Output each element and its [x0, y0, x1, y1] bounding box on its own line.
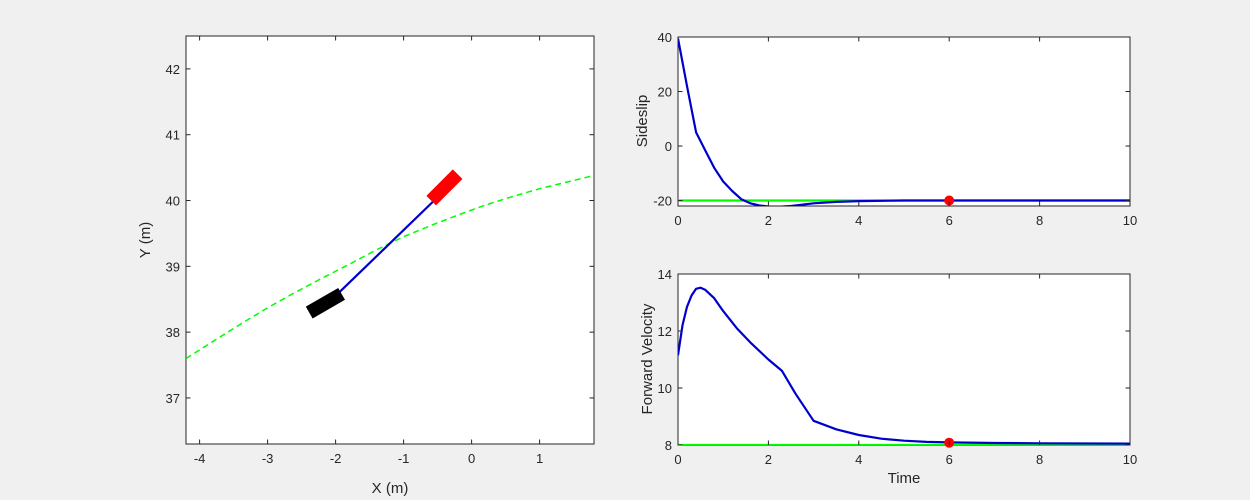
velocity-y-axis-label: Forward Velocity [639, 303, 656, 414]
black-body-marker [305, 287, 345, 319]
sideslip-x-tick-label: 8 [1036, 213, 1043, 228]
trajectory-y-tick-label: 38 [166, 325, 180, 340]
trajectory-y-tick-label: 42 [166, 62, 180, 77]
trajectory-x-tick-label: 1 [536, 451, 543, 466]
sideslip-series-1-line [678, 38, 1130, 206]
velocity-x-tick-label: 10 [1123, 452, 1137, 467]
sideslip-plot-content [678, 38, 1130, 206]
trajectory-x-tick-label: 0 [468, 451, 475, 466]
velocity-x-tick-label: 4 [855, 452, 862, 467]
velocity-plot-area [677, 273, 1131, 446]
velocity-x-tick-label: 2 [765, 452, 772, 467]
trajectory-plot-area [185, 35, 595, 445]
sideslip-current-point-marker [944, 195, 955, 206]
velocity-axes: 0 2 4 6 8 10 8 10 12 14 Time Forward Velocity [639, 267, 1137, 487]
trajectory-y-tick-label: 37 [166, 391, 180, 406]
velocity-x-axis-label: Time [888, 470, 921, 487]
trajectory-x-tick-label: -1 [398, 451, 410, 466]
sideslip-y-tick-label: -20 [653, 194, 672, 209]
sideslip-y-axis-label: Sideslip [634, 95, 651, 148]
trajectory-x-tick-label: -3 [262, 451, 274, 466]
red-body-marker [426, 169, 463, 206]
sideslip-x-tick-label: 4 [855, 213, 862, 228]
trajectory-y-axis-label: Y (m) [137, 222, 154, 258]
trajectory-series-1-line [338, 199, 435, 294]
trajectory-y-tick-label: 40 [166, 194, 180, 209]
sideslip-x-tick-label: 6 [946, 213, 953, 228]
velocity-y-tick-label: 10 [658, 381, 672, 396]
velocity-y-tick-label: 12 [658, 324, 672, 339]
sideslip-y-tick-label: 20 [658, 85, 672, 100]
velocity-y-tick-label: 14 [658, 267, 672, 282]
velocity-series-1-line [678, 286, 1130, 445]
velocity-y-tick-label: 8 [665, 438, 672, 453]
trajectory-axes: -4 -3 -2 -1 0 1 37 38 39 40 41 42 X (m) Y (m) [137, 35, 595, 497]
sideslip-x-tick-label: 2 [765, 213, 772, 228]
trajectory-y-tick-label: 39 [166, 259, 180, 274]
velocity-x-tick-label: 8 [1036, 452, 1043, 467]
trajectory-y-tick-label: 41 [166, 128, 180, 143]
sideslip-plot-area [677, 36, 1131, 207]
sideslip-x-tick-label: 10 [1123, 213, 1137, 228]
sideslip-x-tick-label: 0 [674, 213, 681, 228]
velocity-plot-content [678, 286, 1130, 445]
velocity-x-tick-label: 0 [674, 452, 681, 467]
trajectory-x-tick-label: -4 [194, 451, 206, 466]
trajectory-x-axis-label: X (m) [372, 480, 409, 497]
velocity-x-tick-label: 6 [946, 452, 953, 467]
sideslip-y-tick-label: 0 [665, 139, 672, 154]
sideslip-y-tick-label: 40 [658, 30, 672, 45]
trajectory-x-tick-label: -2 [330, 451, 342, 466]
trajectory-plot-content [186, 169, 594, 360]
